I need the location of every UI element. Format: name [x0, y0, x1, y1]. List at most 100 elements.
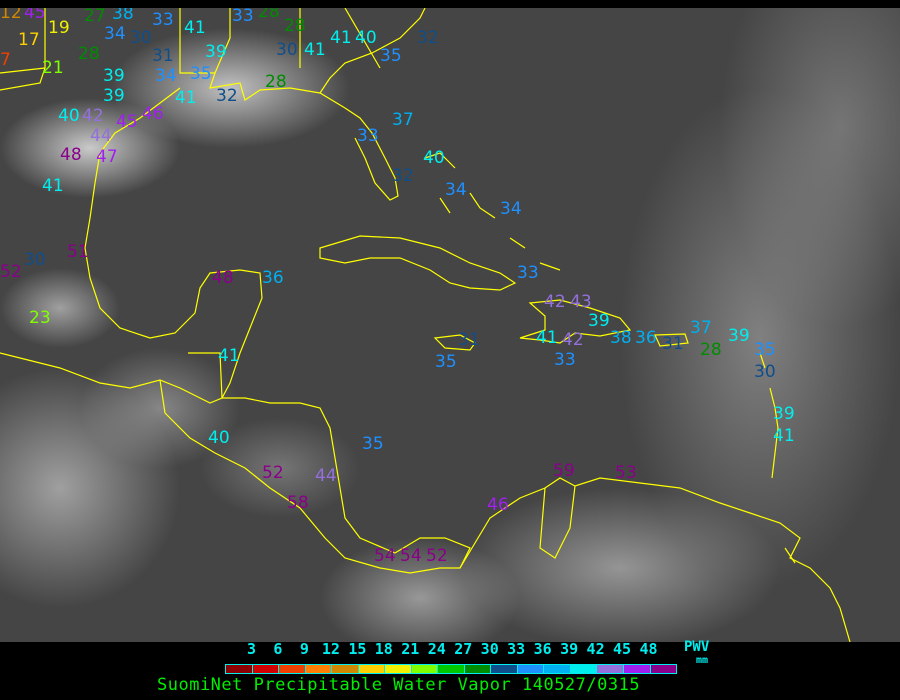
pwv-value: 39: [103, 86, 125, 106]
us-gulf-coast: [0, 8, 426, 201]
legend-tick: 15: [348, 640, 367, 658]
central-america-coast: [159, 352, 471, 574]
pwv-value: 40: [355, 28, 377, 48]
legend-tick: 36: [533, 640, 552, 658]
pwv-value: 45: [24, 8, 46, 23]
map-title: SuomiNet Precipitable Water Vapor 140527…: [157, 675, 641, 695]
pwv-value: 59: [553, 461, 575, 481]
pwv-value: 38: [112, 8, 134, 24]
color-swatch: [279, 665, 306, 673]
pwv-value: 52: [0, 262, 22, 282]
legend-tick: 21: [401, 640, 420, 658]
pwv-value: 35: [380, 46, 402, 66]
legend-tick: 9: [299, 640, 309, 658]
pwv-value: 33: [517, 263, 539, 283]
color-swatch: [305, 665, 333, 673]
pwv-value: 33: [232, 8, 254, 26]
south-america-coast: [459, 477, 851, 642]
pwv-value: 44: [90, 126, 112, 146]
pwv-value: 48: [60, 145, 82, 165]
pwv-value: 48: [212, 268, 234, 288]
legend-tick: 27: [454, 640, 473, 658]
lesser-antilles: [759, 352, 796, 564]
pwv-value: 41: [175, 88, 197, 108]
pwv-value: 42: [562, 330, 584, 350]
jamaica: [433, 334, 476, 351]
legend-tick: 30: [480, 640, 499, 658]
color-swatch: [411, 665, 439, 673]
pwv-value: 28: [265, 72, 287, 92]
pwv-value: 32: [417, 28, 439, 48]
legend-unit-mm: mm: [696, 655, 709, 666]
pwv-value: 41: [330, 28, 352, 48]
pwv-value: 54: [400, 546, 422, 566]
pwv-value: 37: [690, 318, 712, 338]
legend-tick: 18: [374, 640, 393, 658]
color-swatch: [517, 665, 545, 673]
pwv-value: 28: [78, 44, 100, 64]
pwv-value: 36: [262, 268, 284, 288]
pwv-value: 41: [304, 40, 326, 60]
pwv-value: 52: [426, 546, 448, 566]
color-swatch: [623, 665, 651, 673]
pwv-value: 21: [42, 58, 64, 78]
coastlines: [0, 8, 851, 642]
pwv-value: 44: [315, 466, 337, 486]
pwv-value: 33: [152, 10, 174, 30]
pwv-value: 30: [24, 250, 46, 270]
pwv-value: 40: [58, 106, 80, 126]
pwv-value: 39: [588, 311, 610, 331]
color-swatch: [332, 665, 359, 673]
color-swatch: [252, 665, 280, 673]
pwv-value: 39: [728, 326, 750, 346]
pwv-value: 40: [423, 148, 445, 168]
pwv-value: 31: [662, 334, 684, 354]
pwv-value: 51: [67, 242, 89, 262]
legend-tick: 48: [639, 640, 658, 658]
pwv-value: 17: [18, 30, 40, 50]
pwv-value: 19: [48, 18, 70, 38]
color-scale-bar: [225, 664, 677, 674]
legend-tick: 42: [586, 640, 605, 658]
pwv-value: 30: [754, 362, 776, 382]
pwv-value: 43: [570, 292, 592, 312]
pwv-value: 35: [362, 434, 384, 454]
color-swatch: [385, 665, 412, 673]
legend-tick: 24: [427, 640, 446, 658]
pwv-value: 32: [216, 86, 238, 106]
pwv-value: 28: [284, 16, 306, 36]
pwv-value: 30: [276, 40, 298, 60]
pwv-value: 41: [218, 346, 240, 366]
color-swatch: [464, 665, 492, 673]
color-swatch: [438, 665, 465, 673]
pwv-value: 27: [84, 8, 106, 26]
pwv-value: 37: [392, 110, 414, 130]
pwv-value: 52: [262, 463, 284, 483]
color-swatch: [491, 665, 518, 673]
legend-tick: 45: [613, 640, 632, 658]
pwv-value: 12: [0, 8, 22, 23]
pwv-value: 28: [700, 340, 722, 360]
pwv-value: 34: [104, 24, 126, 44]
cuba: [319, 235, 517, 291]
pwv-value: 32: [392, 166, 414, 186]
pwv-value: 35: [190, 64, 212, 84]
hispaniola: [519, 299, 632, 344]
pwv-value: 53: [615, 463, 637, 483]
color-swatch: [544, 665, 571, 673]
color-swatch: [358, 665, 386, 673]
color-swatch: [650, 665, 677, 673]
pwv-value: 41: [773, 426, 795, 446]
pwv-value: 42: [82, 106, 104, 126]
pwv-value: 36: [635, 328, 657, 348]
color-swatch: [570, 665, 598, 673]
puerto-rico: [654, 333, 689, 347]
pwv-value: 35: [754, 340, 776, 360]
pwv-value: 33: [357, 126, 379, 146]
legend-tick: 33: [507, 640, 526, 658]
pwv-value: 39: [205, 42, 227, 62]
pwv-value: 33: [554, 350, 576, 370]
legend-tick: 3: [246, 640, 256, 658]
color-swatch: [226, 665, 253, 673]
